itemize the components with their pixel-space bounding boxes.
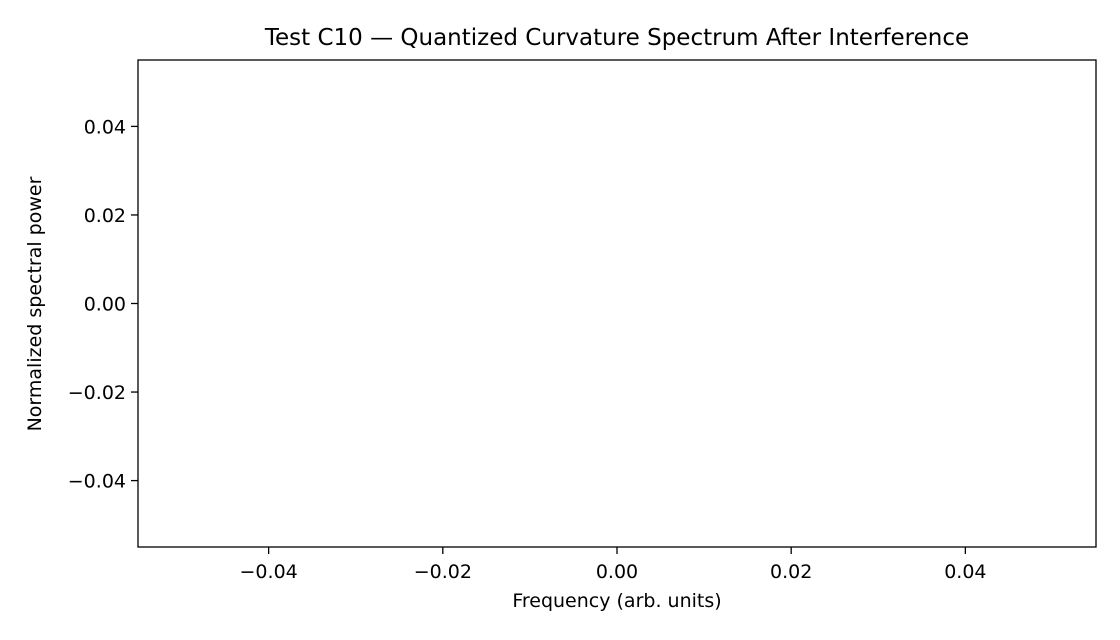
x-axis-ticks: −0.04 −0.02 0.00 0.02 0.04 (240, 547, 987, 583)
x-tick-label: 0.02 (770, 561, 812, 583)
x-axis-label: Frequency (arb. units) (512, 590, 721, 612)
y-tick-label: −0.04 (68, 471, 126, 493)
y-tick-label: 0.02 (84, 205, 126, 227)
x-tick-label: −0.02 (414, 561, 472, 583)
y-tick-label: 0.00 (84, 294, 126, 316)
y-tick-label: −0.02 (68, 382, 126, 404)
plot-area-frame (137, 59, 1097, 548)
x-tick-label: 0.04 (944, 561, 986, 583)
x-tick-label: −0.04 (240, 561, 298, 583)
y-tick-label: 0.04 (84, 116, 126, 138)
x-tick-label: 0.00 (596, 561, 638, 583)
y-axis-label: Normalized spectral power (24, 176, 46, 431)
y-axis-ticks: −0.04 −0.02 0.00 0.02 0.04 (68, 116, 138, 493)
chart-title: Test C10 — Quantized Curvature Spectrum … (264, 25, 969, 51)
